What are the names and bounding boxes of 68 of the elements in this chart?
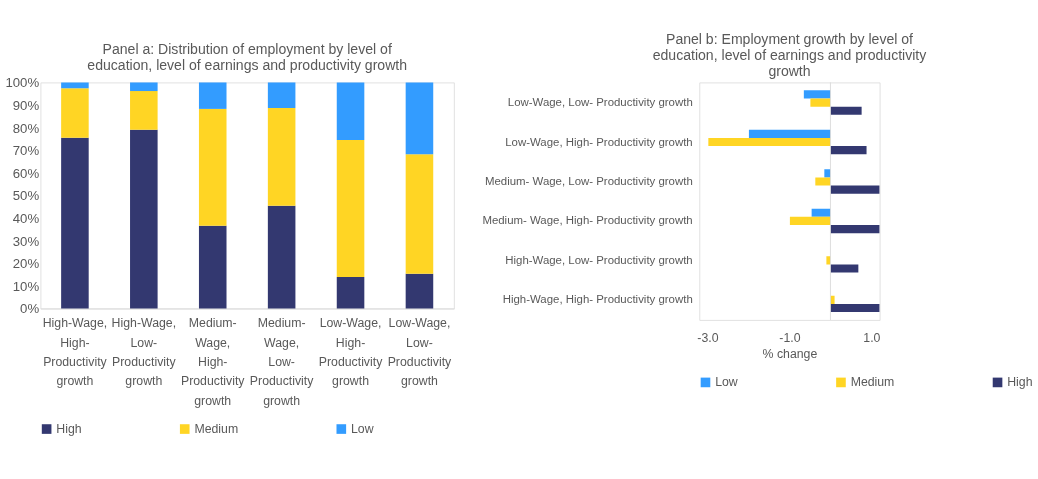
bar xyxy=(198,108,227,226)
y-tick-label: Low-Wage, Low- Productivity growth xyxy=(507,96,693,109)
y-tick-label: 40% xyxy=(12,210,40,226)
y-tick-label: 10% xyxy=(12,278,40,294)
y-tick-label: Medium- Wage, High- Productivity growth xyxy=(482,214,693,227)
y-tick-label: 30% xyxy=(12,233,40,249)
bar xyxy=(830,185,880,194)
legend-label: Medium xyxy=(194,421,239,436)
bar xyxy=(198,82,227,109)
bar xyxy=(130,91,158,130)
legend-label: High xyxy=(56,421,82,436)
bar xyxy=(830,146,867,155)
x-tick-label: Medium- Wage, Low- Productivity growth xyxy=(249,316,315,408)
x-tick-label: High-Wage, Low- Productivity growth xyxy=(111,316,177,389)
text: Panel a: Distribution of employment by level of xyxy=(102,41,392,58)
bar xyxy=(267,82,296,108)
bar xyxy=(405,82,434,155)
legend-label: High xyxy=(1007,374,1033,389)
text: Panel b: Employment growth by level of xyxy=(665,31,913,48)
y-tick-label: Low-Wage, High- Productivity growth xyxy=(505,135,693,148)
bar xyxy=(61,82,89,89)
x-tick-label: Medium- Wage, High- Productivity growth xyxy=(180,316,246,408)
bar xyxy=(830,264,859,273)
bar xyxy=(811,208,831,217)
bar xyxy=(267,205,296,309)
bar xyxy=(830,303,880,313)
x-tick-label: 1.0 xyxy=(863,331,881,346)
x-tick-label: Low-Wage, High- Productivity growth xyxy=(318,316,384,389)
y-tick-label: 100% xyxy=(5,75,40,91)
bar xyxy=(803,90,831,99)
bar xyxy=(267,108,296,206)
bar xyxy=(815,177,831,186)
y-tick-label: 70% xyxy=(12,143,40,159)
bar xyxy=(405,273,434,309)
y-tick-label: 0% xyxy=(20,301,40,317)
y-tick-label: High-Wage, Low- Productivity growth xyxy=(505,253,693,266)
bar xyxy=(708,137,831,147)
legend-label: Low xyxy=(350,421,374,436)
bar xyxy=(810,98,831,107)
text: growth xyxy=(768,62,811,79)
x-tick-label: Low-Wage, Low- Productivity growth xyxy=(387,316,453,389)
y-tick-label: 50% xyxy=(12,188,40,204)
bar xyxy=(789,216,831,226)
bar xyxy=(336,140,365,277)
y-tick-label: 90% xyxy=(12,97,40,113)
bar xyxy=(830,225,880,234)
bar xyxy=(61,88,89,138)
bar xyxy=(198,225,227,309)
y-tick-label: 80% xyxy=(12,120,40,136)
bar xyxy=(130,129,158,309)
x-tick-label: -3.0 xyxy=(697,331,719,346)
legend-label: Medium xyxy=(850,374,895,389)
bar xyxy=(336,276,365,309)
bar xyxy=(748,129,831,138)
text: education, level of earnings and productivity growth xyxy=(87,57,408,74)
legend-label: Low xyxy=(715,374,738,389)
x-axis-title: % change xyxy=(762,347,818,362)
x-tick-label: -1.0 xyxy=(779,331,801,346)
text: education, level of earnings and productivity xyxy=(652,47,927,64)
y-tick-label: 20% xyxy=(12,256,40,272)
y-tick-label: 60% xyxy=(12,165,40,181)
bar xyxy=(405,154,434,274)
bar xyxy=(130,82,158,92)
bar xyxy=(336,82,365,141)
y-tick-label: High-Wage, High- Productivity growth xyxy=(502,293,693,306)
bar xyxy=(61,137,89,309)
y-tick-label: Medium- Wage, Low- Productivity growth xyxy=(484,175,693,187)
bar xyxy=(830,106,862,115)
